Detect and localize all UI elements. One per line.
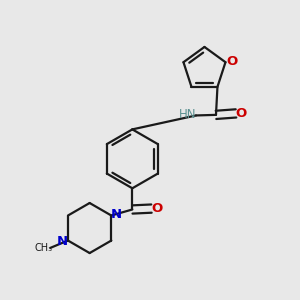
Text: N: N	[57, 235, 68, 248]
Text: O: O	[226, 55, 238, 68]
Text: CH₃: CH₃	[35, 243, 53, 253]
Text: O: O	[151, 202, 162, 215]
Text: HN: HN	[179, 108, 196, 121]
Text: O: O	[236, 107, 247, 120]
Text: N: N	[111, 208, 122, 221]
